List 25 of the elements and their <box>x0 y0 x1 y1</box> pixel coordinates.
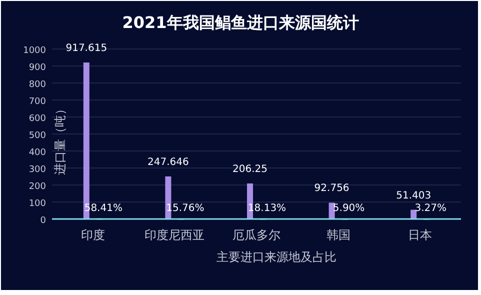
data-label: 206.25 <box>232 164 268 175</box>
data-label: 247.646 <box>148 156 189 168</box>
x-tick-label: 印度 <box>80 228 105 242</box>
y-tick-label: 500 <box>28 131 46 141</box>
y-tick-label: 900 <box>28 63 46 73</box>
data-label: 92.756 <box>314 183 350 194</box>
x-axis-title: 主要进口来源地及占比 <box>216 250 336 264</box>
y-tick-label: 700 <box>28 97 46 107</box>
x-tick-label: 日本 <box>408 228 432 242</box>
data-label: 51.403 <box>396 190 432 202</box>
y-tick-label: 800 <box>28 80 46 90</box>
y-axis-title: 进口量（吨） <box>53 103 67 175</box>
y-tick-label: 400 <box>28 148 46 158</box>
y-tick-label: 300 <box>28 165 46 175</box>
y-tick-label: 1000 <box>23 46 46 56</box>
x-tick-label: 韩国 <box>326 228 350 242</box>
y-tick-label: 100 <box>28 199 46 209</box>
y-tick-label: 200 <box>28 182 46 192</box>
x-tick-label: 厄瓜多尔 <box>232 228 280 242</box>
y-tick-label: 600 <box>28 114 46 124</box>
y-tick-label: 0 <box>40 216 46 226</box>
data-label: 3.27% <box>414 202 446 214</box>
data-label: 917.615 <box>66 43 108 54</box>
chart-title: 2021年我国鲳鱼进口来源国统计 <box>122 13 359 32</box>
x-tick-label: 印度尼西亚 <box>144 228 205 242</box>
